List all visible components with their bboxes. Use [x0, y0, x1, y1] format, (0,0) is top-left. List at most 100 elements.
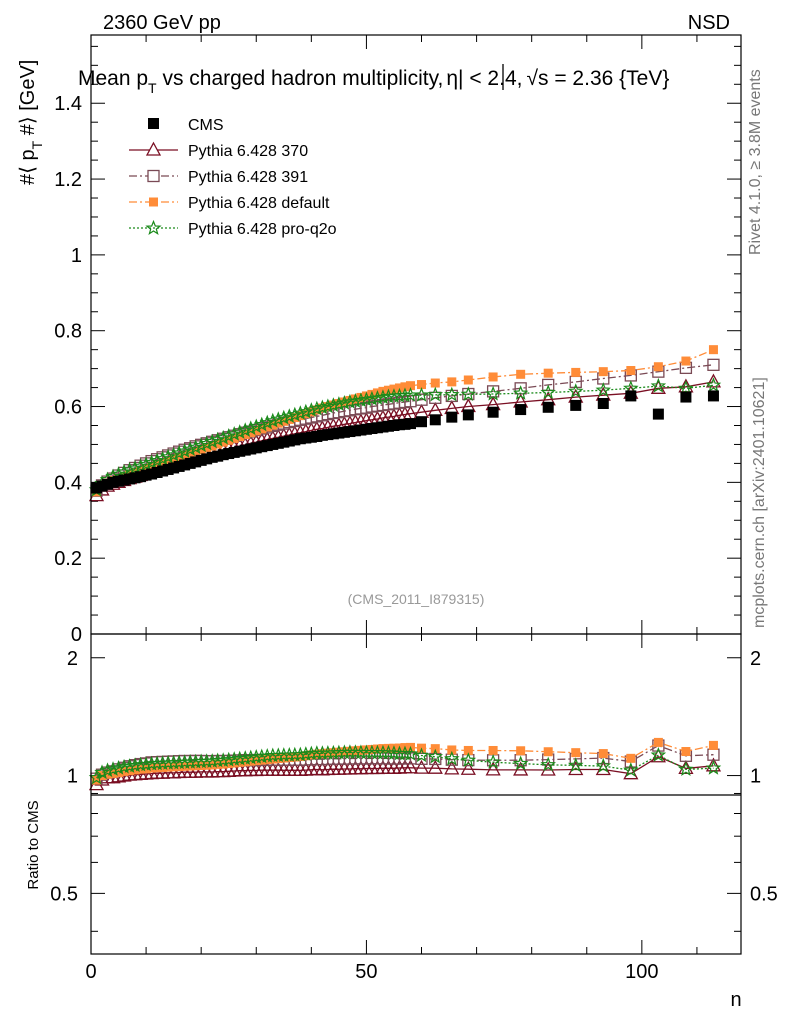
data-point-pythia-6-428-default [488, 372, 498, 382]
ratio-point-pythia-6-428-default [152, 763, 162, 773]
ratio-point-pythia-6-428-pro-q2o [220, 751, 237, 767]
data-point-cms [382, 420, 394, 432]
data-point-pythia-6-428-370 [705, 373, 722, 388]
data-point-pythia-6-428-pro-q2o [171, 445, 187, 460]
chart-title: Mean pT vs charged hadron multiplicity, η… [78, 67, 669, 96]
legend-marker-391 [147, 169, 160, 183]
ratio-point-pythia-6-428-pro-q2o [705, 759, 722, 775]
data-point-cms [283, 435, 295, 447]
data-point-cms [366, 423, 378, 435]
data-point-pythia-6-428-pro-q2o [336, 394, 353, 410]
ratio-point-pythia-6-428-default [463, 745, 473, 755]
ratio-point-pythia-6-428-default [185, 761, 195, 771]
chart-title-a-sub: T [148, 80, 157, 96]
y-tick-label: 0.4 [54, 472, 82, 494]
ratio-point-pythia-6-428-default [361, 745, 371, 755]
ratio-point-pythia-6-428-default [295, 752, 305, 762]
y-tick-label: 1.2 [54, 169, 82, 191]
data-point-cms [487, 406, 499, 418]
ratio-point-pythia-6-428-default [571, 748, 581, 758]
data-point-pythia-6-428-pro-q2o [391, 387, 408, 403]
data-point-pythia-6-428-default [626, 366, 636, 376]
ratio-point-pythia-6-428-370 [413, 759, 430, 774]
data-point-cms [355, 424, 367, 436]
data-point-cms [305, 431, 317, 443]
ratio-point-pythia-6-428-default [158, 762, 168, 772]
data-point-cms [261, 440, 273, 452]
data-point-cms [184, 457, 196, 469]
data-point-pythia-6-428-pro-q2o [265, 412, 281, 428]
data-point-pythia-6-428-391 [445, 389, 458, 403]
ratio-point-pythia-6-428-default [136, 764, 146, 774]
legend-entry-cms: CMS [148, 117, 224, 134]
ratio-point-pythia-6-428-pro-q2o [298, 746, 314, 761]
ratio-point-pythia-6-428-default [430, 744, 440, 754]
data-point-pythia-6-428-pro-q2o [209, 431, 226, 447]
data-point-cms [707, 390, 719, 402]
ratio-plot-frame [90, 633, 742, 955]
data-point-cms [625, 390, 637, 402]
ratio-point-pythia-6-428-pro-q2o [460, 752, 477, 767]
data-point-pythia-6-428-pro-q2o [460, 386, 477, 402]
data-point-cms [311, 430, 323, 442]
data-point-cms [294, 433, 306, 445]
data-point-pythia-6-428-pro-q2o [298, 403, 314, 419]
data-point-cms [96, 480, 108, 492]
data-point-pythia-6-428-pro-q2o [281, 408, 298, 423]
data-point-cms [462, 409, 474, 421]
ratio-point-pythia-6-428-pro-q2o [248, 749, 265, 764]
data-point-cms [272, 437, 284, 449]
data-point-pythia-6-428-391 [415, 393, 428, 406]
series-cms [91, 390, 719, 494]
data-point-pythia-6-428-default [224, 435, 234, 445]
ratio-point-pythia-6-428-pro-q2o [397, 745, 413, 761]
data-point-cms [91, 482, 103, 494]
ratio-point-pythia-6-428-default [141, 764, 151, 774]
data-point-pythia-6-428-default [405, 381, 415, 391]
ratio-line-pythia-6-428-pro-q2o [96, 751, 714, 779]
data-point-pythia-6-428-pro-q2o [485, 385, 501, 401]
ratio-point-pythia-6-428-pro-q2o [204, 753, 220, 768]
ratio-tick-label-right: 0.5 [750, 883, 778, 905]
ratio-tick-label: 2 [67, 648, 78, 670]
data-point-pythia-6-428-pro-q2o [121, 462, 138, 477]
ratio-point-pythia-6-428-default [130, 765, 140, 775]
data-point-cms [570, 399, 582, 411]
data-point-pythia-6-428-pro-q2o [226, 426, 242, 441]
ratio-axis-label: Ratio to CMS [25, 800, 42, 889]
ratio-point-pythia-6-428-370 [444, 760, 460, 775]
ratio-point-pythia-6-428-pro-q2o [595, 757, 612, 773]
data-point-cms [322, 429, 334, 441]
data-point-cms [289, 434, 301, 446]
legend-entry-370: Pythia 6.428 370 [129, 141, 308, 160]
data-point-cms [377, 421, 389, 433]
data-point-pythia-6-428-pro-q2o [176, 443, 193, 458]
data-point-cms [446, 411, 458, 423]
data-point-cms [190, 456, 202, 468]
ratio-tick-label-right: 2 [750, 648, 761, 670]
data-point-pythia-6-428-default [152, 460, 162, 470]
legend-label-391: Pythia 6.428 391 [188, 169, 308, 186]
data-point-pythia-6-428-default [246, 428, 256, 438]
ratio-point-pythia-6-428-370 [485, 761, 501, 776]
data-point-cms [206, 451, 218, 463]
data-point-cms [195, 454, 207, 466]
data-point-pythia-6-428-pro-q2o [276, 409, 292, 425]
ratio-tick-label: 0.5 [50, 883, 78, 905]
data-point-pythia-6-428-pro-q2o [358, 391, 375, 407]
legend-entry-default: Pythia 6.428 default [129, 195, 330, 212]
ratio-point-pythia-6-428-pro-q2o [427, 748, 444, 764]
ratio-point-pythia-6-428-default [207, 760, 217, 770]
ratio-point-pythia-6-428-pro-q2o [99, 762, 116, 778]
data-point-pythia-6-428-default [312, 405, 322, 415]
data-point-cms [327, 428, 339, 440]
x-tick-label: 0 [85, 961, 96, 983]
ratio-point-pythia-6-428-default [180, 761, 190, 771]
data-point-pythia-6-428-pro-q2o [204, 433, 220, 449]
data-point-pythia-6-428-pro-q2o [413, 387, 430, 402]
ratio-point-pythia-6-428-pro-q2o [292, 746, 309, 762]
data-point-pythia-6-428-default [262, 422, 272, 432]
data-point-pythia-6-428-pro-q2o [270, 411, 287, 427]
data-point-pythia-6-428-370 [650, 379, 666, 394]
y-axis-label-a: #⟨ p [17, 149, 39, 185]
